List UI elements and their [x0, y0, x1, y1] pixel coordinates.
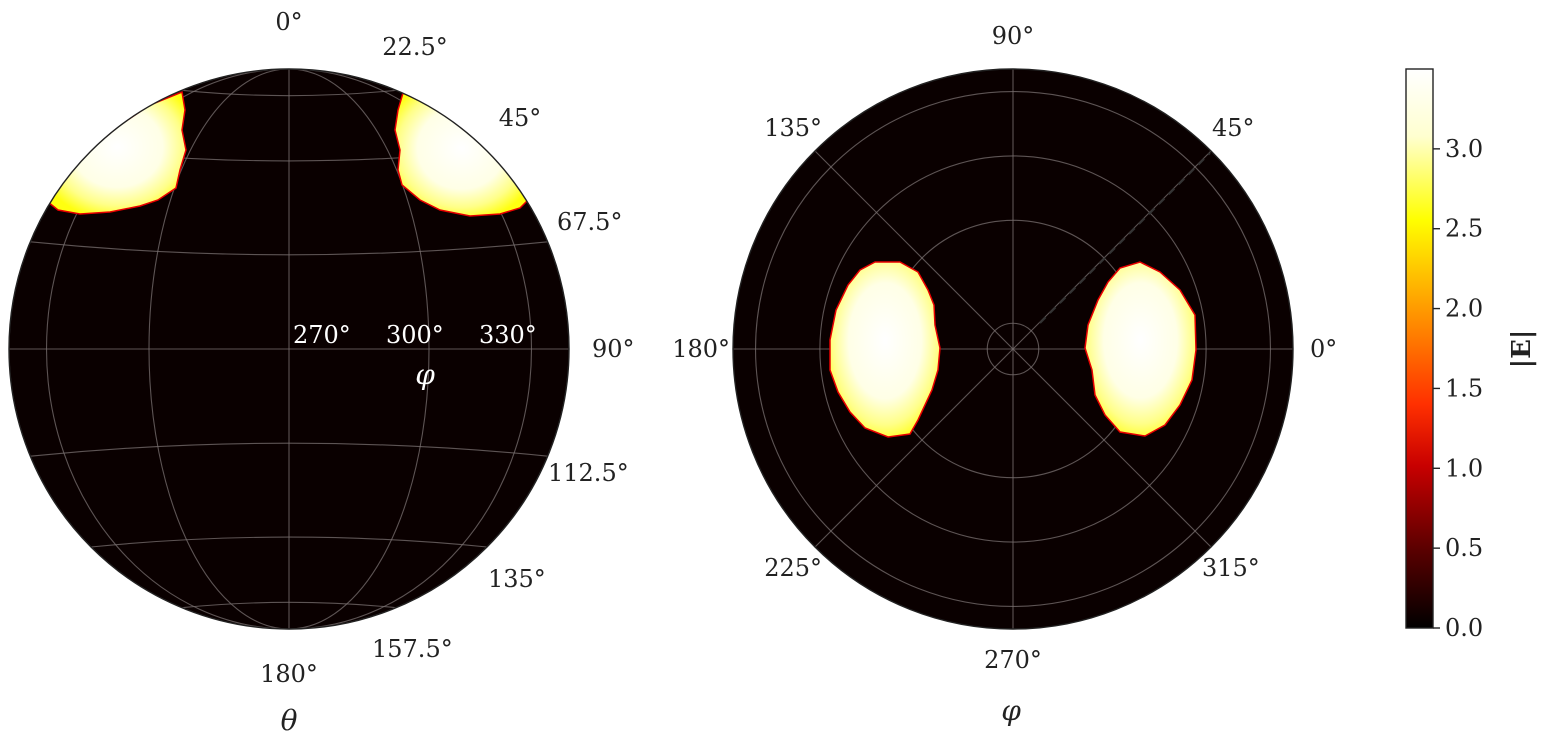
polar-region-left — [829, 261, 941, 438]
sphere-region-left — [47, 90, 187, 215]
colorbar-tick-label: 0.5 — [1445, 534, 1483, 562]
theta-tick-22-5: 22.5° — [382, 33, 447, 61]
colorbar-tick-label: 3.0 — [1445, 135, 1483, 163]
sphere-bright-regions — [47, 90, 529, 217]
sphere-meridian-line — [148, 69, 430, 629]
theta-tick-135: 135° — [488, 565, 546, 593]
phi-tick-300: 300° — [386, 321, 444, 349]
polar-bright-regions — [829, 261, 1197, 438]
theta-tick-67-5: 67.5° — [557, 208, 622, 236]
polar-region-right — [1084, 261, 1197, 437]
polar-phi-axis-label: φ — [1001, 694, 1021, 727]
phi-tick-270: 270° — [293, 321, 351, 349]
theta-tick-157-5: 157.5° — [372, 635, 453, 663]
colorbar-tick-label: 1.0 — [1445, 454, 1483, 482]
colorbar-tick-label: 0.0 — [1445, 614, 1483, 642]
polar-tick-90: 90° — [992, 22, 1035, 50]
polar-diagonal-dash — [1039, 152, 1211, 324]
theta-tick-0: 0° — [275, 8, 302, 36]
theta-tick-180: 180° — [260, 660, 318, 688]
polar-spoke — [814, 150, 1014, 350]
colorbar-tick-label: 2.0 — [1445, 295, 1483, 323]
polar-spoke — [814, 348, 1014, 548]
polar-outline — [732, 68, 1294, 630]
phi-tick-330: 330° — [479, 321, 537, 349]
theta-tick-90: 90° — [592, 335, 635, 363]
colorbar-tick-label: 2.5 — [1445, 215, 1483, 243]
polar-tick-135: 135° — [764, 114, 822, 142]
sphere-grid — [9, 69, 569, 629]
polar-tick-45: 45° — [1212, 114, 1255, 142]
polar-plot: 0° 45° 90° 135° 180° 225° 270° 315° φ — [672, 22, 1337, 727]
colorbar-ticks: 0.0 0.5 1.0 1.5 2.0 2.5 3.0 — [1433, 135, 1483, 642]
colorbar-gradient — [1405, 68, 1434, 629]
sphere-theta-axis-label: θ — [281, 704, 298, 737]
sphere-plot: 0° 22.5° 45° 67.5° 90° 112.5° 135° 157.5… — [8, 8, 635, 737]
colorbar-label: |E| — [1507, 330, 1537, 369]
theta-tick-112-5: 112.5° — [548, 459, 629, 487]
polar-tick-180: 180° — [672, 335, 730, 363]
polar-tick-270: 270° — [984, 646, 1042, 674]
colorbar-tick-label: 1.5 — [1445, 374, 1483, 402]
polar-tick-0: 0° — [1310, 335, 1337, 363]
sphere-outline — [8, 68, 570, 630]
sphere-meridian-line — [45, 69, 533, 629]
polar-tick-315: 315° — [1202, 554, 1260, 582]
sphere-phi-axis-label: φ — [415, 358, 435, 391]
colorbar: 0.0 0.5 1.0 1.5 2.0 2.5 3.0 |E| — [1405, 68, 1537, 642]
polar-tick-225: 225° — [764, 554, 822, 582]
polar-spoke — [1012, 348, 1212, 548]
theta-tick-45: 45° — [499, 104, 542, 132]
